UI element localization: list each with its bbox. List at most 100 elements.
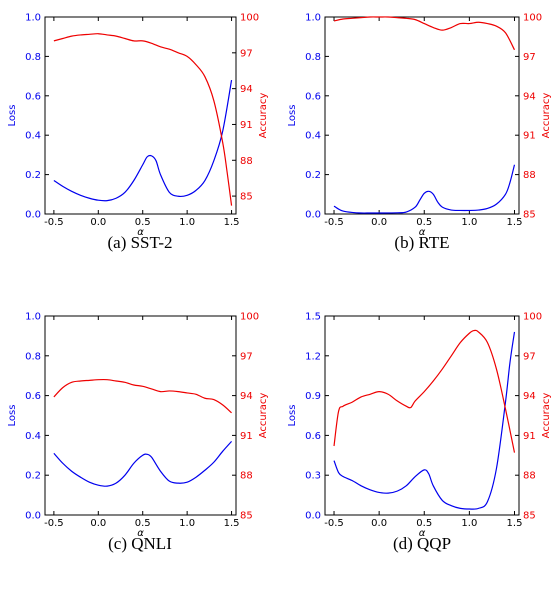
x-tick-label: 1.0 bbox=[179, 217, 195, 228]
y-right-tick-label: 85 bbox=[240, 511, 253, 522]
x-tick-label: -0.5 bbox=[44, 518, 64, 529]
y-right-tick-label: 91 bbox=[240, 431, 253, 442]
y-right-tick-label: 97 bbox=[523, 52, 536, 63]
y-left-tick-label: 0.4 bbox=[305, 131, 321, 142]
y-left-tick-label: 1.0 bbox=[25, 13, 41, 24]
y-left-tick-label: 0.2 bbox=[25, 471, 41, 482]
chart-panel: -0.5 0.0 0.5 1.0 1.50.00.30.60.91.21.5858891… bbox=[287, 312, 552, 554]
x-tick-label: 1.5 bbox=[507, 217, 523, 228]
x-tick-label: 0.0 bbox=[371, 518, 387, 529]
subfigure-caption: (b) RTE bbox=[394, 233, 449, 252]
y-right-tick-label: 97 bbox=[523, 351, 536, 362]
loss-series-line bbox=[333, 331, 516, 510]
x-tick-label: 0.0 bbox=[90, 217, 106, 228]
x-axis-label: α bbox=[137, 528, 144, 539]
y-left-tick-label: 1.5 bbox=[305, 312, 321, 323]
y-right-tick-label: 94 bbox=[240, 84, 253, 95]
plot-frame bbox=[324, 16, 520, 215]
x-tick-label: 1.5 bbox=[224, 217, 240, 228]
y-right-tick-label: 88 bbox=[240, 156, 253, 167]
x-tick-label: 0.5 bbox=[416, 217, 432, 228]
y-right-tick-label: 91 bbox=[523, 431, 536, 442]
y-right-tick-label: 94 bbox=[240, 391, 253, 402]
chart-panel: -0.5 0.0 0.5 1.0 1.50.00.20.40.60.81.0858891… bbox=[287, 13, 552, 253]
y-right-tick-label: 100 bbox=[240, 312, 259, 323]
y-right-tick-label: 100 bbox=[523, 312, 542, 323]
y-right-tick-label: 88 bbox=[523, 471, 536, 482]
plot-frame bbox=[324, 315, 520, 516]
y-left-axis-label: Loss bbox=[7, 105, 18, 127]
y-left-tick-label: 0.4 bbox=[25, 431, 41, 442]
y-left-tick-label: 0.8 bbox=[25, 52, 41, 63]
y-left-axis-label: Loss bbox=[287, 105, 298, 127]
y-left-tick-label: 0.3 bbox=[305, 471, 321, 482]
accuracy-series-line bbox=[333, 329, 516, 453]
y-right-axis-label: Accuracy bbox=[541, 393, 552, 439]
y-left-tick-label: 0.9 bbox=[305, 391, 321, 402]
x-tick-label: -0.5 bbox=[324, 518, 344, 529]
y-right-axis-label: Accuracy bbox=[541, 93, 552, 139]
x-tick-label: 0.5 bbox=[135, 518, 151, 529]
y-left-tick-label: 0.8 bbox=[305, 52, 321, 63]
x-tick-label: 0.5 bbox=[135, 217, 151, 228]
y-right-tick-label: 85 bbox=[523, 210, 536, 221]
x-tick-label: 0.5 bbox=[416, 518, 432, 529]
y-left-tick-label: 0.8 bbox=[25, 351, 41, 362]
x-tick-label: 1.0 bbox=[461, 217, 477, 228]
plot-frame bbox=[44, 16, 237, 215]
subfigure-caption: (c) QNLI bbox=[108, 534, 172, 553]
y-right-tick-label: 94 bbox=[523, 391, 536, 402]
y-left-tick-label: 0.6 bbox=[25, 391, 41, 402]
subfigure-caption: (d) QQP bbox=[393, 534, 451, 553]
plot-frame bbox=[44, 315, 237, 516]
chart-panel: -0.5 0.0 0.5 1.0 1.50.00.20.40.60.81.0858891… bbox=[7, 312, 269, 554]
y-left-tick-label: 0.6 bbox=[305, 431, 321, 442]
y-right-tick-label: 91 bbox=[523, 131, 536, 142]
y-right-axis-label: Accuracy bbox=[258, 93, 269, 139]
y-left-tick-label: 0.2 bbox=[305, 170, 321, 181]
y-left-tick-label: 0.0 bbox=[305, 511, 321, 522]
y-right-tick-label: 97 bbox=[240, 48, 253, 59]
y-right-tick-label: 88 bbox=[523, 170, 536, 181]
accuracy-series-line bbox=[333, 16, 516, 51]
loss-series-line bbox=[53, 440, 233, 487]
loss-series-line bbox=[333, 164, 516, 214]
y-left-tick-label: 0.6 bbox=[305, 91, 321, 102]
y-right-tick-label: 85 bbox=[240, 192, 253, 203]
y-right-tick-label: 97 bbox=[240, 351, 253, 362]
x-axis-label: α bbox=[419, 528, 426, 539]
y-left-tick-label: 0.2 bbox=[25, 170, 41, 181]
y-right-tick-label: 94 bbox=[523, 91, 536, 102]
y-right-tick-label: 100 bbox=[240, 13, 259, 24]
y-left-tick-label: 0.0 bbox=[25, 210, 41, 221]
y-left-axis-label: Loss bbox=[7, 405, 18, 427]
x-tick-label: 1.5 bbox=[507, 518, 523, 529]
y-left-tick-label: 0.4 bbox=[25, 131, 41, 142]
y-left-tick-label: 1.0 bbox=[25, 312, 41, 323]
x-axis-label: α bbox=[419, 227, 426, 238]
accuracy-series-line bbox=[53, 378, 232, 414]
x-axis-label: α bbox=[137, 227, 144, 238]
x-tick-label: 1.0 bbox=[461, 518, 477, 529]
y-right-tick-label: 88 bbox=[240, 471, 253, 482]
y-left-axis-label: Loss bbox=[287, 405, 298, 427]
y-right-tick-label: 100 bbox=[523, 13, 542, 24]
y-left-tick-label: 0.0 bbox=[305, 210, 321, 221]
y-left-tick-label: 0.0 bbox=[25, 511, 41, 522]
y-right-tick-label: 91 bbox=[240, 120, 253, 131]
y-right-tick-label: 85 bbox=[523, 511, 536, 522]
y-left-tick-label: 1.2 bbox=[305, 351, 321, 362]
subfigure-caption: (a) SST-2 bbox=[107, 233, 172, 252]
accuracy-series-line bbox=[53, 33, 233, 206]
x-tick-label: 1.0 bbox=[179, 518, 195, 529]
x-tick-label: 1.5 bbox=[224, 518, 240, 529]
x-tick-label: -0.5 bbox=[44, 217, 64, 228]
y-right-axis-label: Accuracy bbox=[258, 393, 269, 439]
y-left-tick-label: 1.0 bbox=[305, 13, 321, 24]
loss-series-line bbox=[53, 79, 233, 202]
chart-panel: -0.5 0.0 0.5 1.0 1.50.00.20.40.60.81.0858891… bbox=[7, 13, 269, 253]
y-left-tick-label: 0.6 bbox=[25, 91, 41, 102]
x-tick-label: -0.5 bbox=[324, 217, 344, 228]
x-tick-label: 0.0 bbox=[371, 217, 387, 228]
